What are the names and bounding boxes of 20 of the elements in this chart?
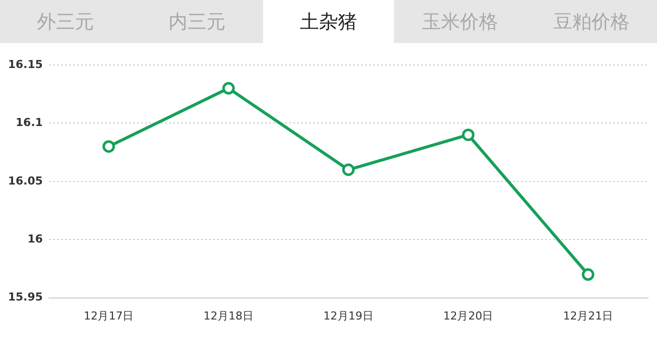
chart-title: 土杂猪 <box>262 0 394 43</box>
x-tick-label: 12月17日 <box>84 309 134 322</box>
text: 内三元 <box>131 0 263 43</box>
y-tick-label: 16.1 <box>16 116 43 130</box>
text: 豆粕价格 <box>526 0 657 43</box>
point <box>102 140 115 153</box>
point <box>462 128 474 142</box>
text: 玉米价格 <box>394 0 526 43</box>
y-tick-label: 16 <box>27 232 44 246</box>
x-tick-label: 12月19日 <box>323 309 374 322</box>
x-tick-label: 12月21日 <box>563 309 614 322</box>
point <box>222 82 235 95</box>
x-tick-label: 12月20日 <box>443 309 494 322</box>
point <box>342 164 355 176</box>
y-tick-label: 16.05 <box>8 174 43 188</box>
text: 外三元 <box>0 0 132 43</box>
y-tick-label: 16.15 <box>8 58 43 71</box>
point <box>582 268 594 281</box>
x-tick-label: 12月18日 <box>204 309 254 322</box>
y-tick-label: 15.95 <box>8 290 43 304</box>
